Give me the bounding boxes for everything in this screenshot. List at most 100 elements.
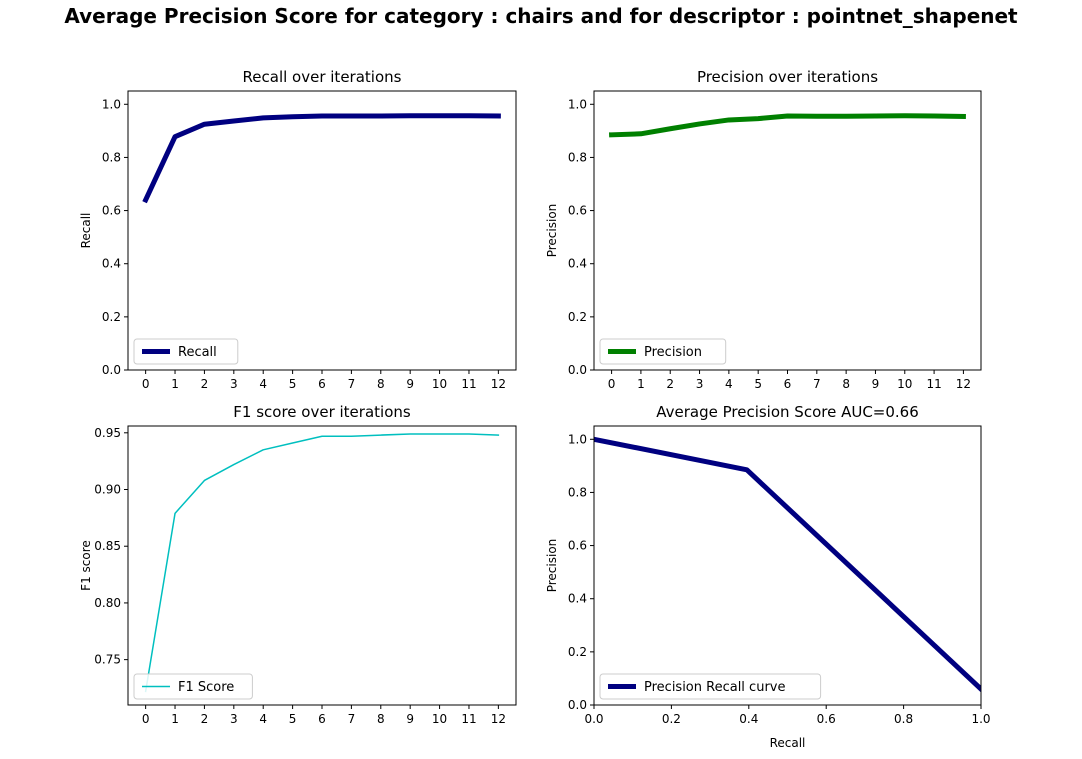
x-tick-label: 4 bbox=[259, 712, 267, 726]
x-tick-label: 4 bbox=[259, 377, 267, 391]
y-axis-label: Precision bbox=[545, 539, 559, 593]
x-tick-label: 6 bbox=[318, 712, 326, 726]
x-tick-label: 0.0 bbox=[584, 712, 603, 726]
x-tick-label: 8 bbox=[842, 377, 850, 391]
y-tick-label: 1.0 bbox=[102, 97, 121, 111]
y-tick-label: 0.0 bbox=[568, 698, 587, 712]
y-axis-label: Recall bbox=[79, 213, 93, 249]
x-tick-label: 3 bbox=[230, 712, 238, 726]
y-tick-label: 0.4 bbox=[568, 257, 587, 271]
y-tick-label: 1.0 bbox=[568, 97, 587, 111]
y-tick-label: 0.80 bbox=[94, 596, 121, 610]
x-tick-label: 6 bbox=[318, 377, 326, 391]
x-tick-label: 0 bbox=[608, 377, 616, 391]
legend-box bbox=[599, 673, 822, 700]
x-tick-label: 8 bbox=[377, 712, 385, 726]
y-tick-label: 0.8 bbox=[568, 150, 587, 164]
subplot-title: Precision over iterations bbox=[697, 68, 878, 86]
y-tick-label: 0.8 bbox=[102, 150, 121, 164]
x-tick-label: 2 bbox=[666, 377, 674, 391]
y-tick-label: 0.6 bbox=[568, 204, 587, 218]
y-tick-label: 1.0 bbox=[568, 432, 587, 446]
y-tick-label: 0.0 bbox=[102, 363, 121, 377]
legend: Precision bbox=[599, 338, 727, 365]
x-tick-label: 1 bbox=[637, 377, 645, 391]
x-tick-label: 12 bbox=[491, 377, 506, 391]
x-tick-label: 9 bbox=[872, 377, 880, 391]
subplot-title: Average Precision Score AUC=0.66 bbox=[656, 403, 919, 421]
y-axis-label: F1 score bbox=[79, 540, 93, 591]
axes-frame bbox=[593, 425, 982, 706]
subplot-4: Average Precision Score AUC=0.66 0.0 0.2 0.… bbox=[545, 403, 991, 750]
series-line bbox=[142, 113, 501, 204]
figure-suptitle: Average Precision Score for category : c… bbox=[64, 4, 1018, 28]
subplot-title: Recall over iterations bbox=[243, 68, 402, 86]
x-tick-label: 0.4 bbox=[739, 712, 758, 726]
x-tick-label: 10 bbox=[897, 377, 912, 391]
legend-label: Precision bbox=[644, 345, 702, 360]
x-tick-label: 5 bbox=[754, 377, 762, 391]
x-tick-label: 2 bbox=[201, 712, 209, 726]
y-tick-label: 0.6 bbox=[102, 204, 121, 218]
x-tick-label: 7 bbox=[348, 377, 356, 391]
x-tick-label: 6 bbox=[784, 377, 792, 391]
y-tick-label: 0.2 bbox=[568, 645, 587, 659]
y-tick-label: 0.75 bbox=[94, 653, 121, 667]
y-tick-label: 0.90 bbox=[94, 483, 121, 497]
y-tick-label: 0.2 bbox=[102, 310, 121, 324]
legend-box bbox=[133, 338, 239, 365]
x-tick-label: 1.0 bbox=[971, 712, 990, 726]
legend: Precision Recall curve bbox=[599, 673, 822, 700]
y-axis-label: Precision bbox=[545, 204, 559, 258]
x-tick-label: 8 bbox=[377, 377, 385, 391]
y-tick-label: 0.2 bbox=[568, 310, 587, 324]
x-tick-label: 9 bbox=[406, 712, 414, 726]
x-axis-label: Recall bbox=[770, 736, 806, 750]
legend-label: Recall bbox=[178, 345, 217, 360]
x-tick-label: 11 bbox=[461, 377, 476, 391]
x-tick-label: 10 bbox=[432, 712, 447, 726]
subplot-title: F1 score over iterations bbox=[233, 403, 411, 421]
y-tick-label: 0.6 bbox=[568, 539, 587, 553]
y-tick-label: 0.4 bbox=[568, 592, 587, 606]
x-tick-label: 1 bbox=[171, 712, 179, 726]
legend-label: F1 Score bbox=[178, 680, 234, 695]
y-tick-label: 0.4 bbox=[102, 257, 121, 271]
legend-box bbox=[133, 673, 253, 700]
x-tick-label: 12 bbox=[491, 712, 506, 726]
x-tick-label: 0.8 bbox=[894, 712, 913, 726]
subplot-2: Precision over iterations 0 1 2 3 4 5 6 7 8 9 10 11 1… bbox=[545, 68, 982, 391]
y-tick-label: 0.0 bbox=[568, 363, 587, 377]
legend: Recall bbox=[133, 338, 239, 365]
axes-frame bbox=[127, 90, 517, 371]
series-line bbox=[144, 433, 500, 693]
x-tick-label: 4 bbox=[725, 377, 733, 391]
x-tick-label: 11 bbox=[461, 712, 476, 726]
legend: F1 Score bbox=[133, 673, 253, 700]
series-line bbox=[609, 113, 966, 138]
x-tick-label: 2 bbox=[201, 377, 209, 391]
x-tick-label: 10 bbox=[432, 377, 447, 391]
x-tick-label: 5 bbox=[289, 712, 297, 726]
y-tick-label: 0.95 bbox=[94, 426, 121, 440]
y-tick-label: 0.8 bbox=[568, 485, 587, 499]
x-tick-label: 11 bbox=[926, 377, 941, 391]
axes-frame bbox=[593, 90, 982, 371]
x-tick-label: 0 bbox=[142, 712, 150, 726]
x-tick-label: 3 bbox=[230, 377, 238, 391]
x-tick-label: 3 bbox=[696, 377, 704, 391]
axes-frame bbox=[127, 425, 517, 706]
y-tick-label: 0.85 bbox=[94, 539, 121, 553]
legend-label: Precision Recall curve bbox=[644, 680, 785, 695]
series-line bbox=[594, 436, 981, 693]
x-tick-label: 0.6 bbox=[817, 712, 836, 726]
x-tick-label: 0.2 bbox=[662, 712, 681, 726]
x-tick-label: 7 bbox=[813, 377, 821, 391]
x-tick-label: 1 bbox=[171, 377, 179, 391]
x-tick-label: 9 bbox=[406, 377, 414, 391]
x-tick-label: 7 bbox=[348, 712, 356, 726]
x-tick-label: 0 bbox=[142, 377, 150, 391]
